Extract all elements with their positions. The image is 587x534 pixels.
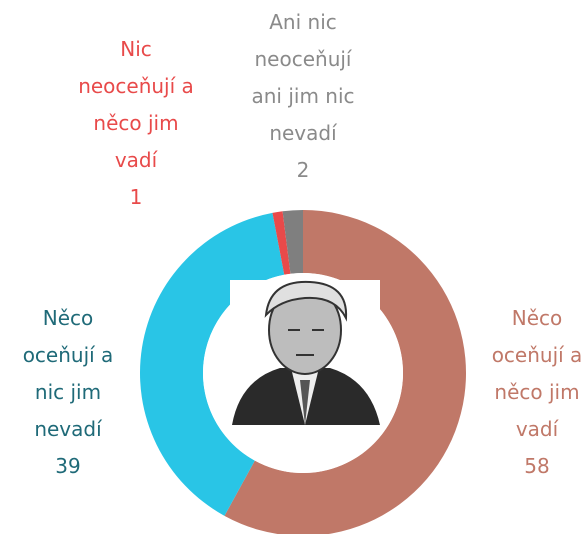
chart: Něco oceňují a něco jim vadí58Něco oceňu… [0,0,587,534]
center-portrait [230,280,380,425]
slice-value: 2 [241,152,366,189]
slice-name: Něco oceňují a něco jim vadí [481,300,587,448]
slice-value: 39 [9,448,127,485]
slice-value: 1 [71,179,201,216]
slice-name: Ani nic neoceňují ani jim nic nevadí [241,4,366,152]
slice-name: Nic neoceňují a něco jim vadí [71,31,201,179]
slice-value: 58 [481,448,587,485]
slice-name: Něco oceňují a nic jim nevadí [9,300,127,448]
